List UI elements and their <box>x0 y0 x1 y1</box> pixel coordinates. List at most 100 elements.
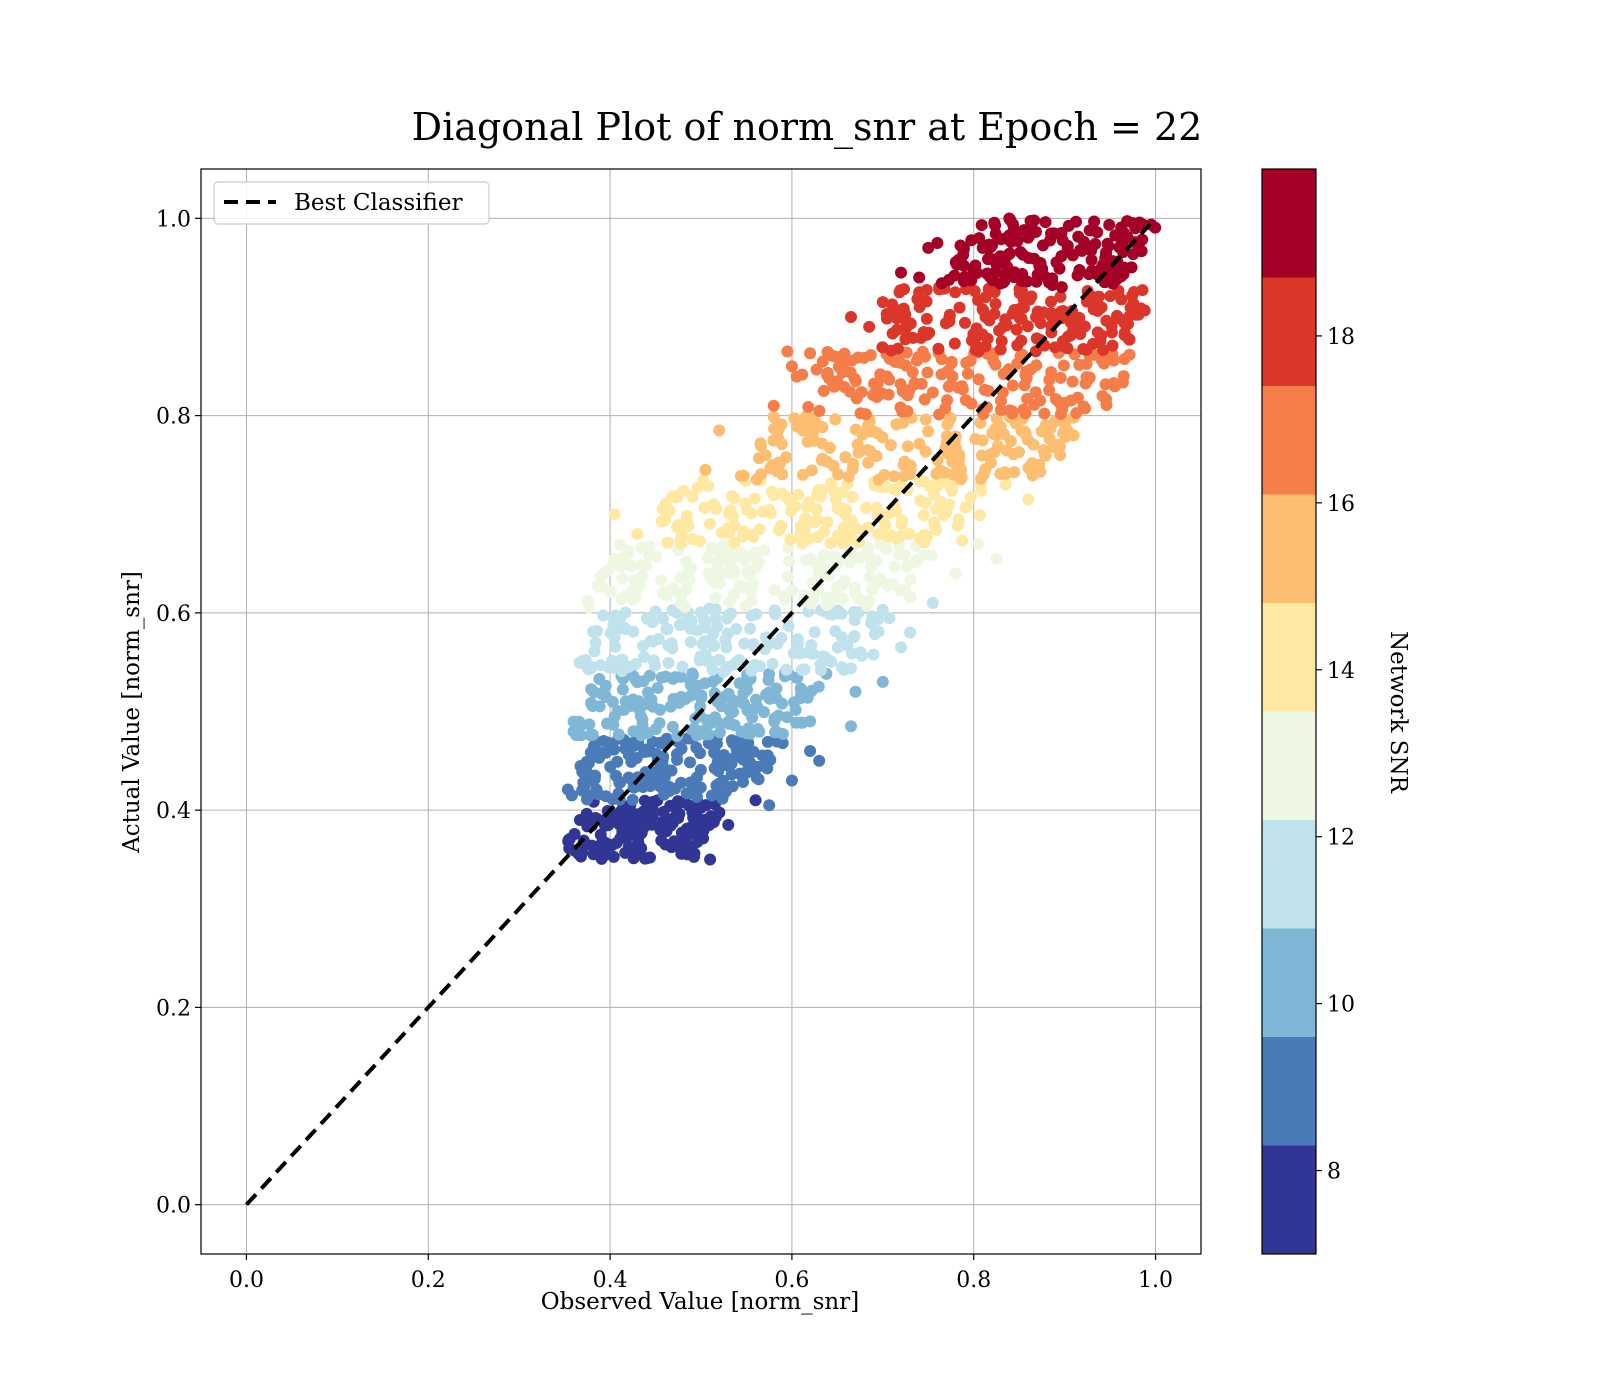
scatter-point <box>1095 301 1108 314</box>
scatter-point <box>816 355 829 368</box>
scatter-point <box>739 600 752 613</box>
scatter-point <box>680 509 693 522</box>
scatter-point <box>920 312 933 325</box>
y-tick-label: 0.8 <box>156 405 191 430</box>
scatter-point <box>913 437 926 450</box>
scatter-point <box>1023 229 1036 242</box>
scatter-point-outlier <box>931 236 944 249</box>
scatter-point <box>782 571 795 584</box>
scatter-point <box>998 268 1011 281</box>
scatter-point <box>666 720 679 733</box>
scatter-point <box>680 822 693 835</box>
scatter-point <box>607 718 620 731</box>
scatter-point <box>813 404 826 417</box>
scatter-point <box>723 704 736 717</box>
scatter-point <box>618 703 631 716</box>
scatter-point <box>1034 317 1047 330</box>
scatter-point <box>943 273 956 286</box>
x-tick-label: 0.6 <box>774 1268 809 1293</box>
scatter-point <box>878 468 891 481</box>
scatter-point <box>775 631 788 644</box>
scatter-point-outlier <box>876 296 889 309</box>
scatter-point <box>593 700 606 713</box>
scatter-point <box>1088 215 1101 228</box>
scatter-point <box>874 572 887 585</box>
scatter-point <box>822 598 835 611</box>
y-axis-ticks: 0.0 0.2 0.4 0.6 0.8 1.0 <box>156 207 201 1219</box>
scatter-point <box>926 386 939 399</box>
scatter-point <box>561 783 574 796</box>
scatter-point <box>658 514 671 527</box>
scatter-point-outlier <box>849 685 862 698</box>
scatter-point-outlier <box>749 794 762 807</box>
scatter-point <box>987 355 1000 368</box>
scatter-point <box>654 703 667 716</box>
scatter-point <box>979 310 992 323</box>
scatter-point <box>1014 245 1027 258</box>
colorbar-band <box>1262 169 1316 278</box>
scatter-point <box>989 297 1002 310</box>
scatter-point <box>904 591 917 604</box>
scatter-point <box>984 456 997 469</box>
scatter-point <box>671 753 684 766</box>
scatter-point <box>754 437 767 450</box>
scatter-point <box>725 768 738 781</box>
legend-box <box>213 181 490 225</box>
legend-entry-best-classifier: Best Classifier <box>294 190 462 216</box>
scatter-point <box>836 366 849 379</box>
scatter-point <box>635 559 648 572</box>
scatter-point <box>814 658 827 671</box>
scatter-point-outlier <box>767 399 780 412</box>
scatter-point <box>596 836 609 849</box>
scatter-point <box>651 682 664 695</box>
colorbar-tick-label: 16 <box>1327 492 1355 517</box>
scatter-point <box>585 839 598 852</box>
scatter-point <box>1074 244 1087 257</box>
colorbar-band <box>1262 820 1316 929</box>
scatter-point <box>597 568 610 581</box>
scatter-point <box>713 726 726 739</box>
scatter-point <box>685 621 698 634</box>
x-axis-ticks: 0.0 0.2 0.4 0.6 0.8 1.0 <box>229 1254 1173 1293</box>
scatter-point <box>1055 281 1068 294</box>
scatter-point <box>684 689 697 702</box>
scatter-point <box>848 581 861 594</box>
scatter-point <box>831 641 844 654</box>
scatter-point <box>1018 379 1031 392</box>
scatter-point <box>1061 342 1074 355</box>
scatter-point <box>794 692 807 705</box>
scatter-point <box>946 484 959 497</box>
scatter-point-outlier <box>845 720 857 733</box>
scatter-point <box>965 234 978 247</box>
scatter-point <box>745 585 758 598</box>
scatter-point <box>785 504 798 517</box>
scatter-point <box>656 612 669 625</box>
scatter-point <box>784 533 797 546</box>
scatter-point <box>1000 444 1013 457</box>
scatter-point <box>812 531 825 544</box>
scatter-point <box>1103 218 1116 231</box>
y-tick-label: 0.2 <box>156 996 191 1021</box>
scatter-point <box>1071 269 1084 282</box>
scatter-point <box>1024 215 1037 228</box>
scatter-point <box>862 456 875 469</box>
scatter-point <box>998 428 1011 441</box>
scatter-point <box>988 216 1001 229</box>
scatter-point <box>823 441 836 454</box>
scatter-point-outlier <box>913 271 926 284</box>
scatter-point <box>750 545 763 558</box>
scatter-point <box>943 315 956 328</box>
scatter-point <box>958 316 971 329</box>
scatter-point <box>870 555 883 568</box>
scatter-point <box>767 489 780 502</box>
scatter-point-outlier <box>1054 449 1067 462</box>
scatter-point <box>941 394 954 407</box>
scatter-point <box>1043 384 1056 397</box>
scatter-point <box>616 683 629 696</box>
scatter-point <box>589 636 602 649</box>
scatter-point <box>1045 295 1058 308</box>
scatter-point <box>719 664 732 677</box>
scatter-point <box>768 584 781 597</box>
scatter-point <box>661 623 674 636</box>
scatter-point <box>769 725 782 738</box>
